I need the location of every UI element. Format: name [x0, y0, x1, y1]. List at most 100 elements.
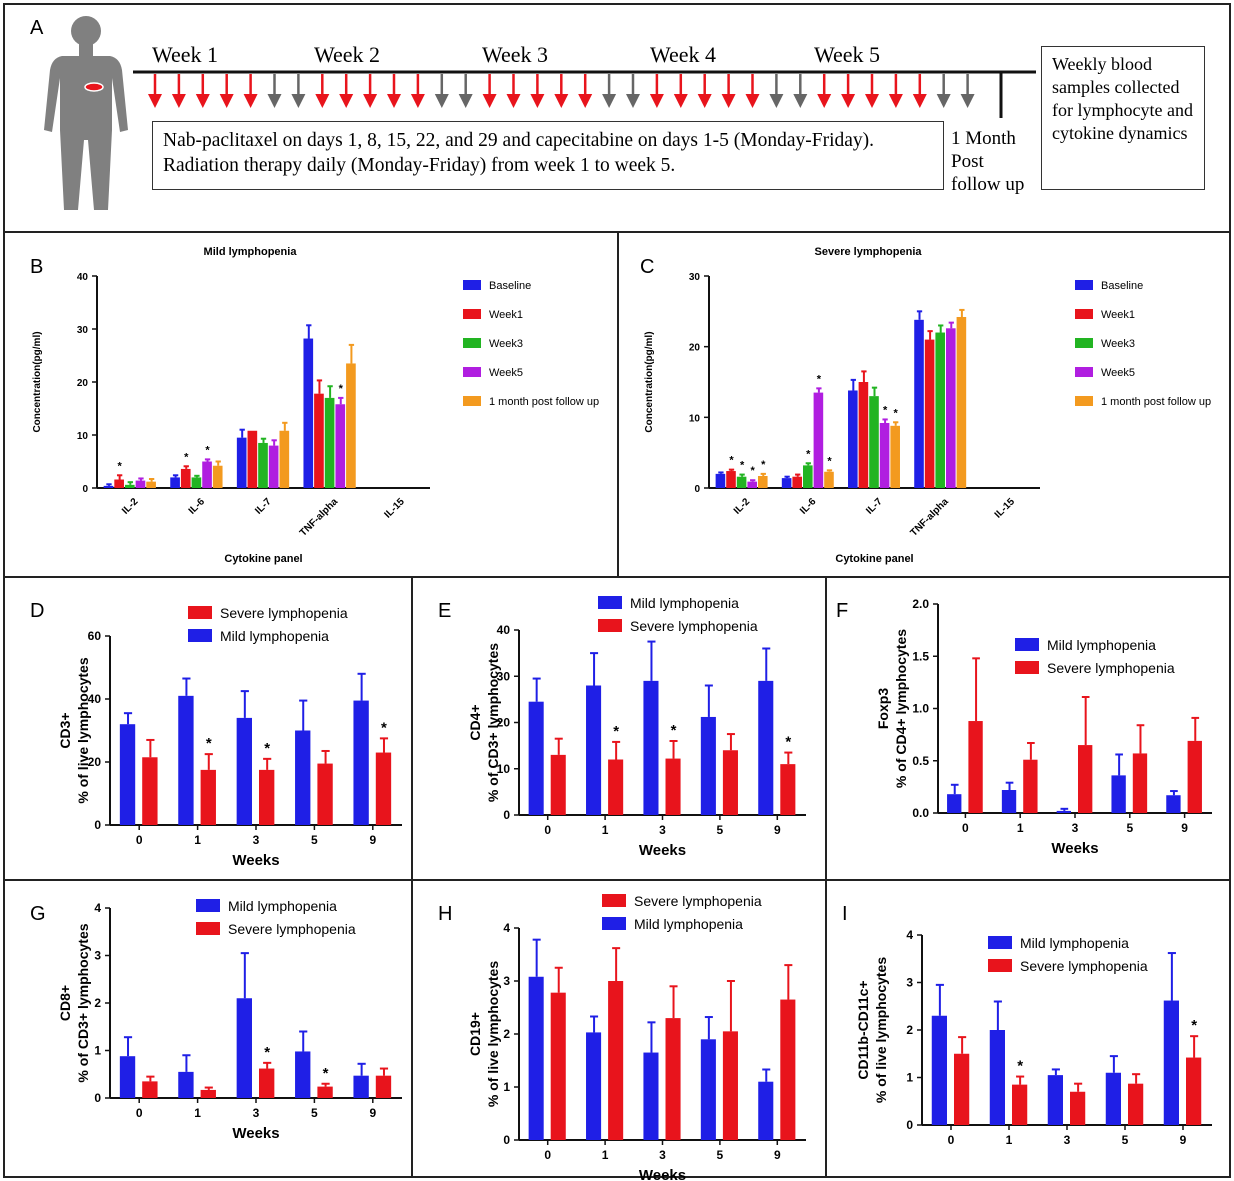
bar-severe-lymphopenia: [200, 1089, 216, 1098]
y-tick-label: 30: [689, 272, 701, 283]
x-tick-label: 9: [1181, 821, 1188, 835]
y-axis-label: % of CD4+ lymphocytes: [893, 629, 909, 788]
panel-g-label: G: [30, 903, 46, 925]
x-tick-label: 0: [962, 821, 969, 835]
legend-label: Week5: [489, 367, 523, 379]
legend-label: Mild lymphopenia: [228, 898, 337, 914]
x-tick-label: 5: [1126, 821, 1133, 835]
timeline-day-arrowhead: [793, 94, 808, 108]
bar-week3: [191, 477, 202, 488]
x-tick-label: 3: [253, 833, 260, 847]
bar-week5: [268, 445, 279, 488]
x-tick-label: 3: [1072, 821, 1079, 835]
timeline-day-arrowhead: [888, 94, 903, 108]
y-axis-label: CD4+: [467, 704, 483, 740]
bar-mild-lymphopenia: [295, 1051, 311, 1098]
timeline-day-arrowhead: [291, 94, 306, 108]
bar-1-month-post-follow-up: [279, 430, 290, 488]
timeline-day-arrowhead: [219, 94, 234, 108]
y-tick-label: 1.0: [912, 702, 929, 716]
y-axis-label: % of live lymphocytes: [873, 957, 889, 1103]
significance-marker: *: [205, 444, 210, 456]
timeline-day-arrowhead: [721, 94, 736, 108]
bar-severe-lymphopenia: [1023, 759, 1038, 813]
y-tick-label: 4: [94, 901, 101, 915]
y-axis-label: CD19+: [467, 1012, 483, 1056]
bar-week5: [202, 461, 212, 488]
legend-swatch: [1015, 638, 1039, 651]
y-tick-label: 0: [82, 484, 88, 495]
x-tick-label: 9: [1180, 1133, 1187, 1147]
bar-severe-lymphopenia: [259, 769, 275, 825]
week-label-2: Week 2: [314, 42, 381, 67]
legend-label: 1 month post follow up: [489, 396, 599, 408]
legend-swatch: [196, 922, 220, 935]
y-tick-label: 4: [906, 928, 913, 942]
x-tick-label: 9: [369, 1106, 376, 1120]
legend-label: Severe lymphopenia: [1047, 660, 1175, 676]
y-axis-label: % of CD3+ lymphocytes: [75, 923, 91, 1082]
bar-week1: [726, 471, 736, 488]
y-tick-label: 40: [77, 272, 89, 283]
pancreas-icon: [84, 82, 104, 92]
bar-mild-lymphopenia: [989, 1030, 1005, 1125]
bar-severe-lymphopenia: [1132, 753, 1148, 813]
y-tick-label: 2: [503, 1027, 510, 1041]
bar-severe-lymphopenia: [142, 757, 158, 825]
bar-week5: [945, 328, 956, 488]
legend-swatch: [988, 959, 1012, 972]
bar-severe-lymphopenia: [1187, 740, 1202, 813]
chart-h: 0 1 2 3 4 0 1 3 5 9 Weeks CD19+% of live lymphocyte…: [467, 893, 806, 1181]
legend-swatch: [463, 367, 481, 377]
y-tick-label: 20: [497, 716, 511, 730]
legend-label: Week5: [1101, 367, 1135, 379]
y-axis-label: % of live lymphocytes: [75, 657, 91, 803]
y-tick-label: 1: [906, 1071, 913, 1085]
chart-title: Severe lymphopenia: [815, 246, 923, 258]
bar-mild-lymphopenia: [353, 700, 369, 825]
significance-marker: *: [381, 719, 387, 736]
bar-severe-lymphopenia: [608, 759, 624, 815]
panel-d-label: D: [30, 600, 45, 622]
y-tick-label: 0: [94, 818, 101, 832]
timeline-day-arrowhead: [626, 94, 640, 108]
x-tick-label: 5: [1122, 1133, 1129, 1147]
x-tick-label: 5: [311, 833, 318, 847]
x-axis-label: Weeks: [639, 1167, 686, 1181]
bar-mild-lymphopenia: [643, 1052, 659, 1140]
bar-severe-lymphopenia: [968, 721, 983, 813]
x-tick-label: 3: [659, 1148, 666, 1162]
legend-swatch: [188, 629, 212, 642]
bar-mild-lymphopenia: [1163, 1000, 1179, 1125]
panel-f-label: F: [836, 600, 849, 622]
y-tick-label: 0: [694, 484, 700, 495]
timeline-day-arrowhead: [363, 94, 378, 108]
bar-1-month-post-follow-up: [212, 465, 223, 488]
x-tick-label: 0: [948, 1133, 955, 1147]
y-axis-label: CD8+: [57, 985, 73, 1021]
significance-marker: *: [1017, 1058, 1023, 1075]
bar-baseline: [781, 478, 792, 488]
legend-swatch: [598, 619, 622, 632]
legend-label: Week1: [1101, 309, 1135, 321]
bar-severe-lymphopenia: [375, 752, 392, 825]
x-axis-label: Cytokine panel: [835, 553, 913, 565]
y-tick-label: 4: [503, 921, 510, 935]
y-tick-label: 2.0: [912, 597, 929, 611]
significance-marker: *: [323, 1065, 329, 1082]
y-tick-label: 60: [88, 629, 102, 643]
legend-swatch: [1075, 367, 1093, 377]
x-tick-label: 1: [194, 1106, 201, 1120]
bar-severe-lymphopenia: [200, 769, 216, 825]
bar-baseline: [715, 473, 726, 488]
bar-severe-lymphopenia: [722, 750, 738, 815]
timeline-day-arrowhead: [482, 94, 497, 108]
legend-label: Severe lymphopenia: [228, 921, 356, 937]
bar-baseline: [303, 338, 314, 488]
week-label-4: Week 4: [650, 42, 717, 67]
chart-b: 0 10 20 30 40 * * * * IL-2 IL-6 IL-7 TNF-alpha IL-15 C…: [32, 246, 599, 565]
legend-swatch: [463, 396, 481, 406]
timeline-day-arrowhead: [817, 94, 832, 108]
legend-label: Mild lymphopenia: [220, 628, 329, 644]
